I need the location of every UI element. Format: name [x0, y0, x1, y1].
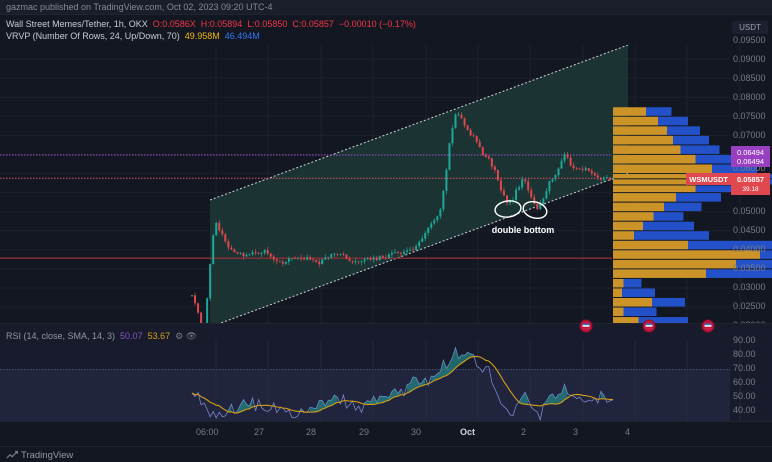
- svg-text:double bottom: double bottom: [492, 225, 555, 235]
